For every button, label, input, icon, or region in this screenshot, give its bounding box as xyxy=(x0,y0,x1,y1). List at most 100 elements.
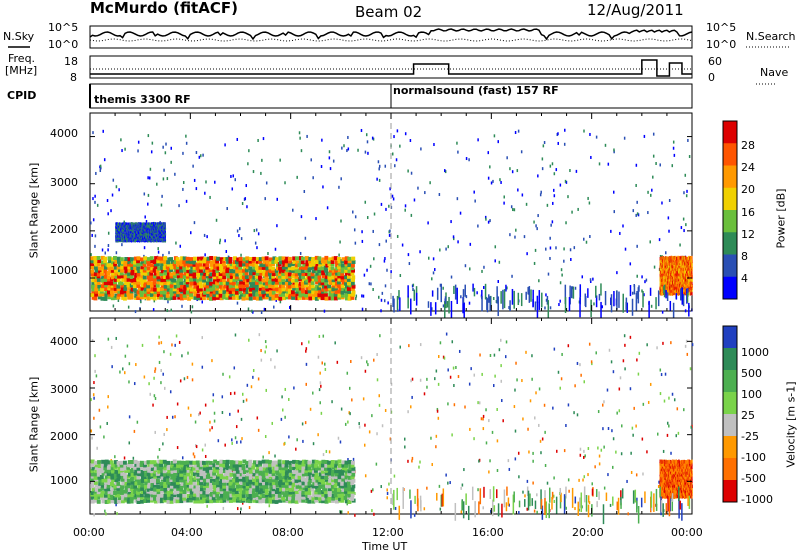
series-main-echo-band-cell xyxy=(305,260,310,265)
series-main-echo-band-cell xyxy=(126,474,131,479)
scatter-point xyxy=(539,193,542,197)
scatter-point xyxy=(264,435,267,439)
series-upper-scatter-cell xyxy=(148,234,150,238)
series-main-echo-band-cell xyxy=(331,275,336,280)
scatter-point xyxy=(549,246,552,250)
series-main-echo-band-cell xyxy=(248,257,253,261)
scatter-point xyxy=(105,512,107,516)
scatter-point xyxy=(182,187,184,191)
scatter-point xyxy=(388,233,391,237)
scatter-point xyxy=(303,189,306,193)
scatter-point xyxy=(420,147,422,151)
series-main-echo-band-cell xyxy=(337,289,341,294)
scatter-point xyxy=(411,395,413,399)
scatter-point xyxy=(372,287,374,291)
series-main-echo-band-cell xyxy=(120,265,125,270)
scatter-point xyxy=(361,230,363,234)
scatter-point xyxy=(247,162,249,166)
series-main-echo-band-cell xyxy=(122,471,127,476)
scatter-point xyxy=(452,366,455,370)
series-upper-scatter-cell xyxy=(152,223,154,226)
series-main-echo-band-cell xyxy=(169,272,174,277)
series-main-echo-band-cell xyxy=(331,281,336,286)
series-main-echo-band-cell xyxy=(190,265,195,270)
series-main-echo-band-cell xyxy=(226,263,231,268)
series-main-echo-band-cell xyxy=(97,266,102,271)
series-main-echo-band-cell xyxy=(153,274,157,279)
series-upper-scatter-cell xyxy=(163,235,165,239)
series-main-echo-band-cell xyxy=(150,281,155,286)
scatter-point xyxy=(375,462,378,466)
scatter-point xyxy=(494,259,496,263)
series-main-echo-band-cell xyxy=(281,256,286,261)
series-main-echo-band-cell xyxy=(139,268,144,273)
series-main-echo-band-cell xyxy=(225,295,230,300)
series-main-echo-band-cell xyxy=(106,487,111,492)
scatter-point xyxy=(597,446,599,450)
series-main-echo-band-cell xyxy=(297,269,302,273)
ground-streak xyxy=(633,284,636,295)
series-main-echo-band-cell xyxy=(209,272,214,277)
scatter-point xyxy=(508,306,510,310)
scatter-point xyxy=(479,353,481,357)
scatter-point xyxy=(160,341,163,345)
scatter-point xyxy=(600,448,603,452)
series-main-echo-band-cell xyxy=(236,281,241,286)
scatter-point xyxy=(647,400,650,404)
series-main-echo-band-cell xyxy=(228,259,233,264)
scatter-point xyxy=(110,345,113,349)
series-main-echo-band-cell xyxy=(215,269,220,273)
series-main-echo-band-cell xyxy=(137,269,142,274)
scatter-point xyxy=(262,455,264,459)
series-upper-scatter-cell xyxy=(154,230,156,233)
scatter-point xyxy=(281,395,283,399)
series-main-echo-band-cell xyxy=(278,266,282,271)
series-main-echo-band-cell xyxy=(153,271,158,276)
scatter-point xyxy=(585,240,588,244)
scatter-point xyxy=(217,439,220,443)
scatter-point xyxy=(583,129,585,133)
scatter-point xyxy=(671,392,674,396)
scatter-point xyxy=(262,137,265,141)
series-main-echo-band-cell xyxy=(232,283,237,288)
series-main-echo-band-cell xyxy=(305,278,310,283)
series-main-echo-band-cell xyxy=(302,263,307,267)
series-main-echo-band-cell xyxy=(249,271,253,276)
scatter-point xyxy=(559,281,562,285)
series-main-echo-band-cell xyxy=(288,259,292,264)
scatter-point xyxy=(545,247,547,251)
scatter-point xyxy=(641,275,643,279)
colorbar-0-segment xyxy=(723,254,737,278)
ground-streak xyxy=(638,285,640,292)
scatter-point xyxy=(276,197,278,201)
series-upper-scatter-cell xyxy=(146,237,148,240)
date-title: 12/Aug/2011 xyxy=(587,1,684,19)
series-main-echo-band-cell xyxy=(301,289,305,294)
scatter-point xyxy=(378,167,380,171)
scatter-point xyxy=(423,392,426,396)
scatter-point xyxy=(553,347,556,351)
series-main-echo-band-cell xyxy=(182,260,187,265)
series-main-echo-band-cell xyxy=(137,286,142,291)
series-main-echo-band-cell xyxy=(351,268,355,273)
series-main-echo-band-cell xyxy=(251,262,256,267)
series-main-echo-band-cell xyxy=(275,289,280,294)
scatter-point xyxy=(385,239,387,243)
series-main-echo-band-cell xyxy=(288,277,292,282)
scatter-point xyxy=(123,456,126,460)
scatter-point xyxy=(506,156,508,160)
ground-streak xyxy=(497,296,499,317)
series-main-echo-band-cell xyxy=(106,472,111,476)
scatter-point xyxy=(250,385,253,389)
series-main-echo-band-cell xyxy=(238,265,243,270)
scatter-point xyxy=(513,208,516,212)
scatter-point xyxy=(149,392,152,396)
series-upper-scatter-cell xyxy=(154,237,156,240)
series-upper-scatter-cell xyxy=(149,230,151,233)
ground-streak xyxy=(629,285,632,297)
series-main-echo-band-cell xyxy=(107,284,112,289)
series-main-echo-band-cell xyxy=(216,275,220,279)
series-upper-scatter-cell xyxy=(142,231,144,235)
ground-streak xyxy=(520,293,523,307)
series-main-echo-band-cell xyxy=(221,259,226,264)
